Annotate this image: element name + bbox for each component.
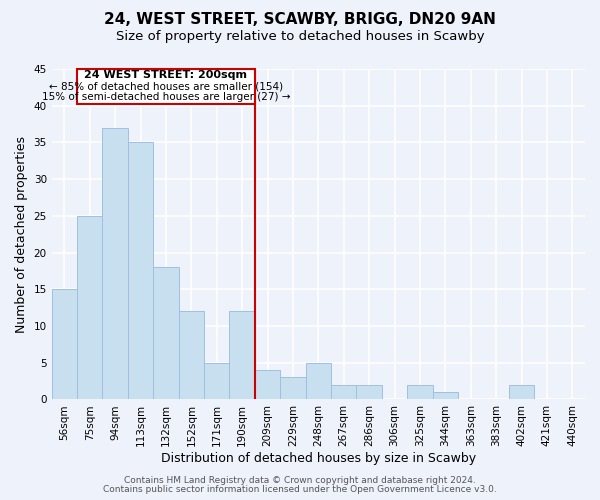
Bar <box>280 378 305 400</box>
Bar <box>77 216 103 400</box>
Bar <box>407 385 433 400</box>
Text: 15% of semi-detached houses are larger (27) →: 15% of semi-detached houses are larger (… <box>42 92 290 102</box>
Text: 24, WEST STREET, SCAWBY, BRIGG, DN20 9AN: 24, WEST STREET, SCAWBY, BRIGG, DN20 9AN <box>104 12 496 28</box>
Bar <box>509 385 534 400</box>
Text: Contains public sector information licensed under the Open Government Licence v3: Contains public sector information licen… <box>103 485 497 494</box>
Bar <box>331 385 356 400</box>
Text: ← 85% of detached houses are smaller (154): ← 85% of detached houses are smaller (15… <box>49 82 283 92</box>
Text: Size of property relative to detached houses in Scawby: Size of property relative to detached ho… <box>116 30 484 43</box>
Bar <box>204 362 229 400</box>
Bar <box>52 290 77 400</box>
Bar <box>103 128 128 400</box>
Bar <box>153 268 179 400</box>
Text: Contains HM Land Registry data © Crown copyright and database right 2024.: Contains HM Land Registry data © Crown c… <box>124 476 476 485</box>
Y-axis label: Number of detached properties: Number of detached properties <box>15 136 28 332</box>
Bar <box>356 385 382 400</box>
Text: 24 WEST STREET: 200sqm: 24 WEST STREET: 200sqm <box>85 70 247 81</box>
Bar <box>229 312 255 400</box>
Bar <box>433 392 458 400</box>
Bar <box>128 142 153 400</box>
Bar <box>255 370 280 400</box>
Bar <box>179 312 204 400</box>
X-axis label: Distribution of detached houses by size in Scawby: Distribution of detached houses by size … <box>161 452 476 465</box>
FancyBboxPatch shape <box>77 69 255 104</box>
Bar <box>305 362 331 400</box>
